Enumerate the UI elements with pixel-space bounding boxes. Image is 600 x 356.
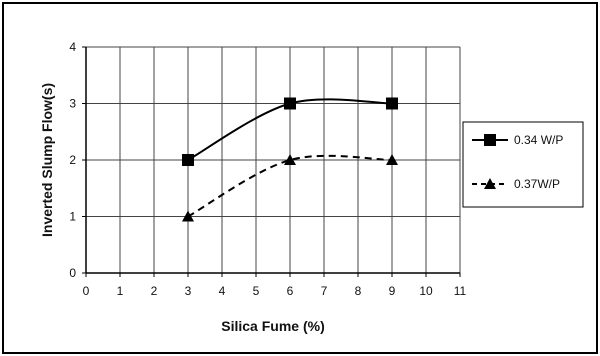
data-point-triangle [182, 210, 194, 222]
series-2 [182, 154, 398, 222]
legend-marker [484, 178, 496, 189]
legend: 0.34 W/P 0.37W/P [462, 121, 584, 208]
y-axis-label: Inverted Slump Flow(s) [39, 83, 55, 237]
y-tick-label: 3 [69, 97, 76, 111]
tick-labels: 0 1 2 3 4 5 6 7 8 9 10 11 0 1 2 3 4 [69, 40, 466, 298]
x-axis-label: Silica Fume (%) [221, 318, 324, 334]
data-point-triangle [386, 154, 398, 165]
data-point-square [284, 97, 296, 110]
x-tick-label: 2 [151, 284, 158, 298]
series-line [187, 154, 393, 218]
data-point-square [182, 154, 194, 166]
y-tick-label: 4 [69, 40, 76, 54]
x-tick-label: 3 [185, 284, 192, 298]
y-tick-label: 2 [69, 153, 76, 167]
data-point-triangle [284, 154, 296, 165]
series-1 [182, 97, 398, 166]
legend-box [462, 121, 584, 208]
legend-entry: 0.37W/P [472, 177, 560, 191]
x-tick-label: 1 [117, 284, 124, 298]
x-tick-label: 6 [287, 284, 294, 298]
x-tick-label: 11 [454, 284, 467, 298]
legend-marker [484, 134, 496, 146]
x-tick-label: 10 [419, 284, 433, 298]
series-layer [182, 97, 398, 222]
y-tick-label: 1 [69, 210, 76, 224]
x-tick-label: 9 [389, 284, 396, 298]
x-tick-label: 0 [83, 284, 90, 298]
data-point-square [386, 97, 398, 110]
legend-entry: 0.34 W/P [472, 133, 563, 147]
x-tick-label: 8 [355, 284, 362, 298]
axes [82, 46, 461, 277]
x-tick-label: 5 [253, 284, 260, 298]
x-tick-label: 7 [321, 284, 328, 298]
legend-label: 0.34 W/P [514, 133, 563, 147]
grid [85, 46, 461, 274]
y-tick-label: 0 [69, 266, 76, 280]
legend-label: 0.37W/P [514, 177, 560, 191]
x-tick-label: 4 [219, 284, 226, 298]
